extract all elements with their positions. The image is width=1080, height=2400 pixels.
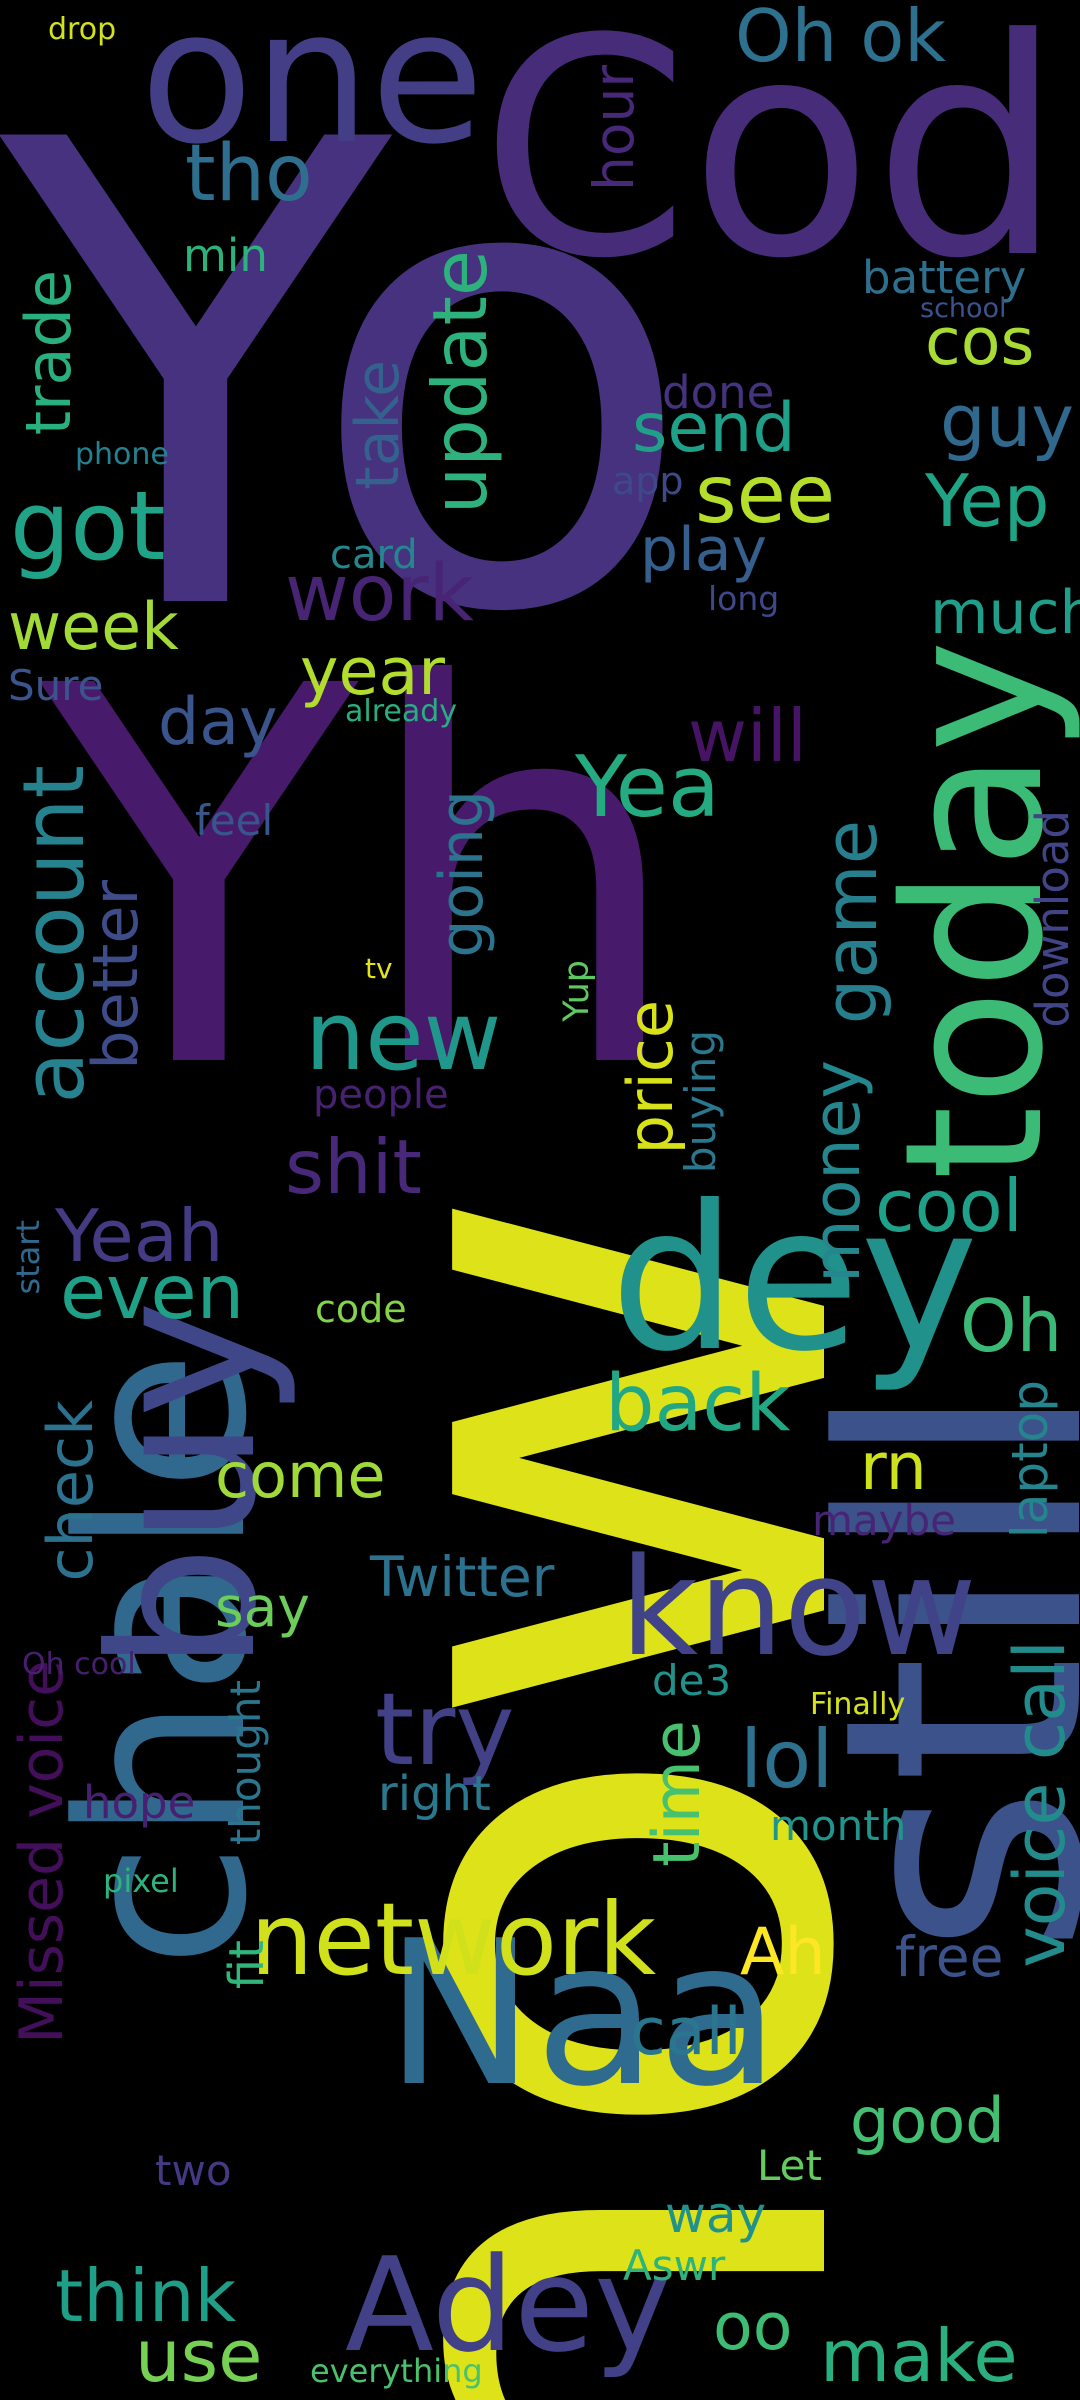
- word-week: week: [8, 590, 179, 665]
- word-phone: phone: [75, 437, 169, 472]
- word-sure: Sure: [8, 661, 104, 710]
- word-cod: Cod: [480, 0, 1064, 324]
- word-much: much: [930, 578, 1080, 648]
- word-laptop: laptop: [1001, 1380, 1059, 1539]
- word-game: game: [809, 820, 893, 1025]
- word-hour: hour: [582, 65, 646, 191]
- word-good: good: [850, 2084, 1005, 2157]
- word-yep: Yep: [925, 459, 1050, 543]
- word-two: two: [155, 2146, 232, 2195]
- word-time: time: [640, 1720, 715, 1867]
- word-free: free: [895, 1925, 1004, 1989]
- word-missed-voice: Missed voice: [7, 1660, 77, 2044]
- word-price: price: [614, 1000, 687, 1155]
- word-pixel: pixel: [103, 1862, 179, 1900]
- word-year: year: [300, 635, 446, 710]
- word-see: see: [695, 448, 836, 541]
- word-try: try: [375, 1671, 515, 1788]
- word-month: month: [770, 1801, 907, 1850]
- word-ah: Ah: [740, 1915, 826, 1990]
- word-start: start: [9, 1220, 47, 1295]
- word-thought: thought: [221, 1680, 270, 1846]
- word-oo: oo: [713, 2290, 793, 2365]
- word-oh: Oh: [960, 1284, 1063, 1368]
- word-money: money: [800, 1060, 875, 1283]
- word-trade: trade: [12, 270, 85, 436]
- word-check: check: [34, 1400, 107, 1582]
- word-cool: cool: [875, 1164, 1023, 1248]
- word-know: know: [620, 1529, 977, 1686]
- word-right: right: [378, 1766, 491, 1822]
- word-yup: Yup: [557, 960, 597, 1022]
- word-fit: fit: [219, 1940, 275, 1990]
- word-network: network: [250, 1881, 657, 1998]
- word-one: one: [140, 0, 485, 185]
- word-let: Let: [757, 2141, 822, 2190]
- word-use: use: [135, 2314, 263, 2398]
- word-dey: dey: [610, 1163, 979, 1396]
- word-tv: tv: [365, 952, 393, 985]
- word-everything: everything: [310, 2352, 483, 2390]
- word-naa: Naa: [385, 1898, 780, 2131]
- word-de3: de3: [652, 1656, 732, 1705]
- word-way: way: [665, 2186, 767, 2244]
- word-send: send: [632, 389, 796, 468]
- word-shit: shit: [285, 1123, 422, 1211]
- word-code: code: [315, 1287, 407, 1331]
- word-buying: buying: [676, 1030, 725, 1174]
- word-yh: Yh: [40, 577, 688, 1183]
- word-oh-ok: Oh ok: [735, 0, 946, 78]
- word-new: new: [305, 982, 502, 1092]
- word-yeah: Yeah: [55, 1194, 224, 1278]
- word-twitter: Twitter: [370, 1545, 555, 1609]
- word-battery: battery: [862, 251, 1027, 304]
- word-aswr: Aswr: [623, 2241, 726, 2290]
- word-cos: cos: [925, 305, 1035, 380]
- word-make: make: [820, 2314, 1018, 2398]
- word-download: download: [1026, 810, 1079, 1028]
- word-got: got: [10, 472, 166, 582]
- word-rn: rn: [860, 1430, 927, 1505]
- word-already: already: [345, 694, 458, 729]
- word-app: app: [612, 459, 684, 503]
- word-yo: Yo: [0, 7, 698, 752]
- word-day: day: [158, 685, 278, 760]
- word-maybe: maybe: [812, 1496, 957, 1545]
- word-long: long: [708, 579, 780, 618]
- word-drop: drop: [48, 12, 117, 47]
- word-say: say: [215, 1575, 310, 1639]
- word-guy: guy: [940, 379, 1074, 463]
- word-done: done: [662, 366, 775, 419]
- word-work: work: [285, 549, 474, 639]
- word-call: call: [630, 1995, 742, 2070]
- word-even: even: [60, 1248, 245, 1336]
- word-people: people: [313, 1072, 449, 1118]
- word-think: think: [55, 2254, 237, 2338]
- word-tho: tho: [185, 129, 313, 219]
- word-finally: Finally: [810, 1687, 906, 1722]
- word-will: will: [688, 694, 807, 778]
- word-min: min: [183, 229, 268, 282]
- word-oh-cool: Oh cool: [22, 1647, 136, 1682]
- word-feel: feel: [195, 796, 274, 845]
- word-back: back: [605, 1359, 791, 1449]
- word-lol: lol: [740, 1713, 834, 1806]
- word-hope: hope: [83, 1776, 196, 1829]
- word-adey: Adey: [345, 2229, 672, 2381]
- word-play: play: [640, 515, 768, 585]
- word-better: better: [79, 880, 152, 1070]
- word-yea: Yea: [575, 738, 721, 837]
- word-card: card: [330, 532, 418, 578]
- word-school: school: [920, 293, 1007, 324]
- word-come: come: [215, 1439, 386, 1512]
- word-voice-call: voice call: [999, 1640, 1080, 1968]
- word-take: take: [343, 360, 413, 490]
- word-going: going: [427, 790, 497, 958]
- word-update: update: [416, 250, 504, 515]
